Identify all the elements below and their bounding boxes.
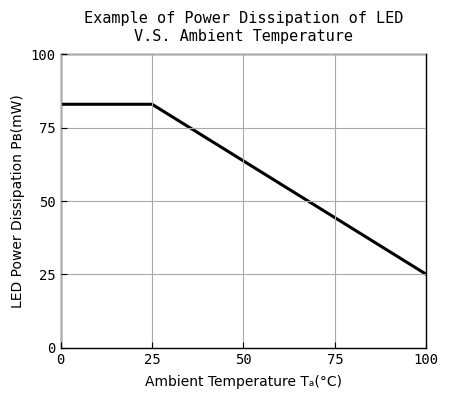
Title: Example of Power Dissipation of LED
V.S. Ambient Temperature: Example of Power Dissipation of LED V.S.… — [84, 11, 403, 44]
Y-axis label: LED Power Dissipation Pʙ(mW): LED Power Dissipation Pʙ(mW) — [11, 94, 25, 308]
X-axis label: Ambient Temperature Tₐ(°C): Ambient Temperature Tₐ(°C) — [145, 375, 342, 389]
